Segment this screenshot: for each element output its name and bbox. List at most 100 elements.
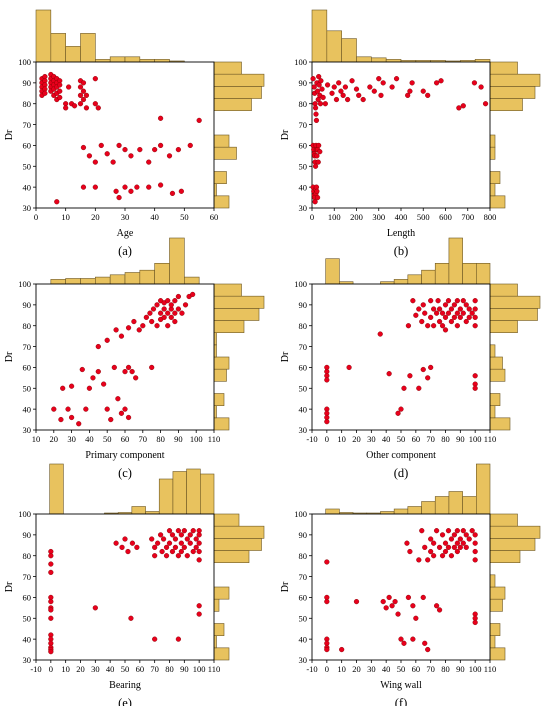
top-hist-bar: [50, 33, 66, 63]
data-point: [54, 199, 60, 205]
data-point: [83, 92, 90, 98]
data-point: [434, 310, 440, 316]
data-point: [146, 159, 152, 165]
data-point: [324, 646, 330, 653]
data-point: [165, 310, 171, 316]
data-point: [425, 646, 431, 653]
data-point: [472, 557, 478, 563]
data-point: [442, 548, 449, 555]
panel-label: (c): [118, 466, 132, 480]
top-hist-bar: [95, 276, 111, 285]
data-point: [386, 594, 392, 601]
data-point: [137, 147, 143, 153]
data-point: [80, 88, 87, 94]
data-point: [431, 553, 437, 559]
data-point: [169, 548, 176, 555]
data-point: [478, 84, 484, 90]
x-tick-label: 60: [412, 664, 421, 674]
data-point: [472, 619, 478, 626]
data-point: [129, 540, 136, 546]
top-hist-bar: [371, 57, 387, 63]
data-point: [172, 298, 178, 304]
data-point: [472, 314, 478, 320]
data-point: [193, 536, 199, 542]
x-tick-label: 60: [412, 434, 421, 444]
data-point: [146, 184, 152, 190]
right-hist-bar: [213, 308, 260, 321]
data-point: [463, 318, 469, 325]
data-point: [118, 410, 125, 416]
data-point: [152, 553, 158, 559]
data-point: [92, 184, 98, 190]
data-point: [166, 528, 173, 534]
data-point: [409, 80, 415, 86]
y-tick-label: 100: [294, 279, 307, 289]
x-tick-label: -10: [306, 664, 317, 674]
top-hist-bar: [421, 501, 436, 515]
panel-label: (b): [394, 244, 409, 258]
data-point: [172, 536, 179, 542]
right-hist-bar: [213, 320, 245, 333]
x-tick-label: 400: [395, 212, 408, 222]
data-point: [95, 369, 101, 375]
x-tick-label: 60: [136, 664, 145, 674]
data-point: [133, 375, 139, 381]
x-tick-label: 50: [121, 664, 130, 674]
data-point: [122, 184, 128, 190]
panel-label: (d): [394, 466, 409, 480]
data-point: [154, 323, 160, 329]
right-hist-bar: [489, 623, 501, 636]
chart-panel-2: 30 40 50 60 70 80 90 100 0 100 200 300 400 500 600 700 8…: [280, 9, 541, 258]
data-point: [431, 306, 437, 312]
right-hist-bar: [489, 417, 511, 431]
data-point: [175, 306, 182, 312]
data-point: [312, 163, 319, 169]
data-point: [190, 291, 196, 298]
x-tick-label: 700: [461, 212, 474, 222]
y-tick-label: 70: [23, 342, 32, 352]
data-point: [143, 314, 149, 320]
data-point: [48, 598, 54, 605]
y-tick-label: 70: [299, 342, 308, 352]
data-point: [324, 377, 330, 383]
data-point: [410, 636, 416, 642]
right-hist-bar: [489, 647, 506, 661]
data-point: [181, 544, 187, 550]
data-point: [466, 314, 472, 320]
data-point: [310, 76, 316, 82]
data-point: [463, 544, 469, 550]
data-point: [77, 92, 84, 98]
data-point: [425, 375, 431, 381]
x-tick-label: 100: [328, 212, 341, 222]
y-tick-label: 60: [23, 141, 32, 151]
top-hist-bar: [326, 30, 342, 63]
right-hist-bar: [213, 61, 242, 75]
data-point: [457, 544, 463, 550]
data-point: [158, 310, 164, 316]
x-tick-label: 30: [367, 434, 376, 444]
data-point: [448, 306, 455, 312]
x-tick-label: 10: [337, 434, 346, 444]
x-tick-label: 80: [441, 664, 450, 674]
data-point: [472, 540, 478, 546]
y-tick-label: 40: [23, 634, 32, 644]
data-point: [158, 115, 164, 121]
right-hist-bar: [213, 550, 250, 563]
data-point: [445, 298, 452, 304]
data-point: [184, 536, 190, 542]
right-hist-bar: [213, 283, 242, 297]
data-point: [472, 532, 478, 538]
data-point: [150, 306, 157, 312]
y-tick-label: 90: [299, 300, 308, 310]
data-point: [163, 553, 170, 559]
y-tick-label: 90: [299, 78, 308, 88]
data-point: [395, 410, 401, 416]
data-point: [445, 544, 452, 550]
data-point: [196, 557, 202, 563]
data-point: [196, 117, 202, 124]
data-point: [389, 84, 395, 90]
data-point: [128, 153, 134, 159]
right-hist-bar: [213, 73, 265, 87]
right-hist-bar: [489, 405, 496, 419]
x-tick-label: 50: [397, 434, 406, 444]
